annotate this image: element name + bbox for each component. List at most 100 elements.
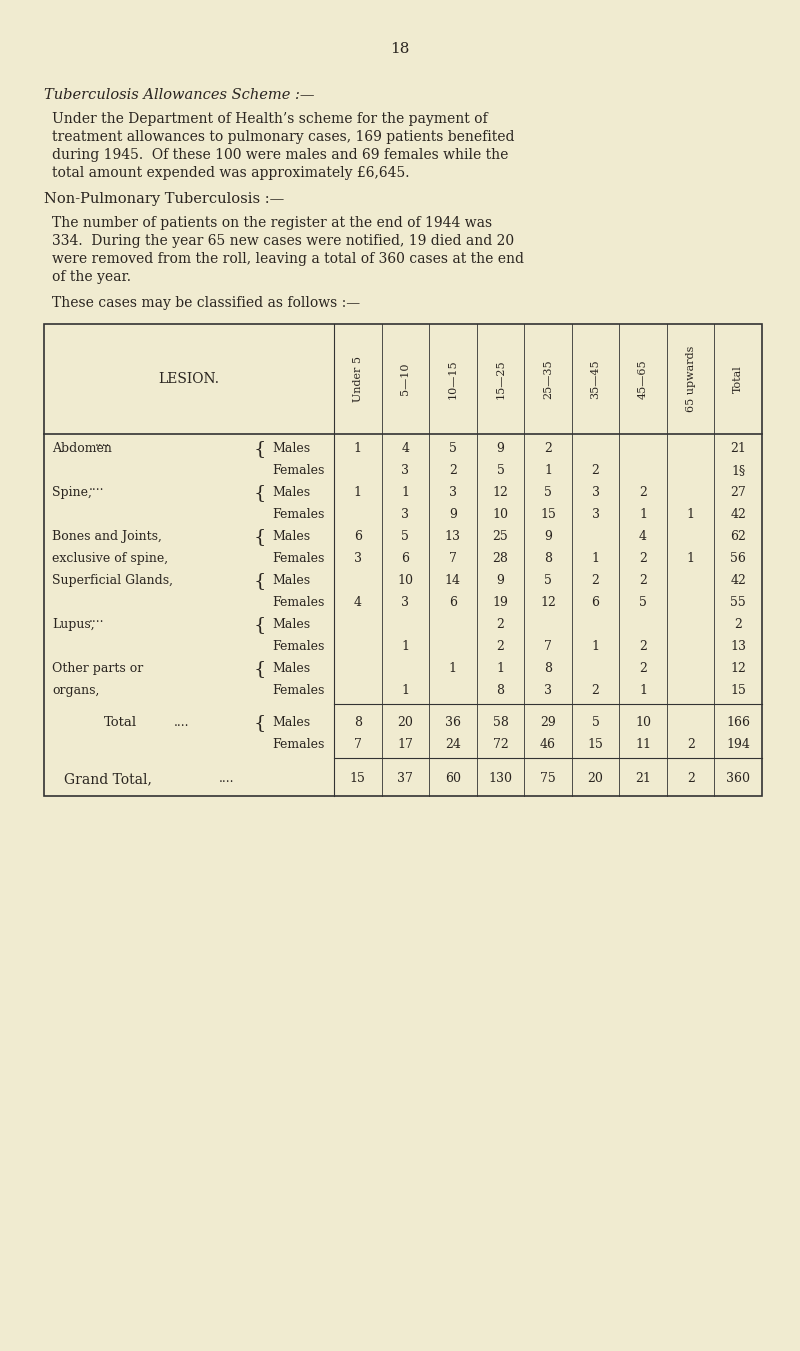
- Text: 25—35: 25—35: [543, 359, 553, 399]
- Text: 60: 60: [445, 773, 461, 785]
- Text: 1§: 1§: [731, 465, 746, 477]
- Text: 5: 5: [639, 597, 647, 609]
- Text: 3: 3: [354, 553, 362, 566]
- Text: 36: 36: [445, 716, 461, 730]
- Text: 37: 37: [398, 773, 414, 785]
- Text: LESION.: LESION.: [158, 372, 219, 386]
- Text: 29: 29: [540, 716, 556, 730]
- Text: 45—65: 45—65: [638, 359, 648, 399]
- Text: 334.  During the year 65 new cases were notified, 19 died and 20: 334. During the year 65 new cases were n…: [52, 234, 514, 249]
- Text: Males: Males: [272, 486, 310, 500]
- Text: 1: 1: [639, 508, 647, 521]
- Text: 55: 55: [730, 597, 746, 609]
- Text: 65 upwards: 65 upwards: [686, 346, 696, 412]
- Text: 14: 14: [445, 574, 461, 588]
- Text: 1: 1: [686, 553, 694, 566]
- Text: organs,: organs,: [52, 684, 99, 697]
- Text: 1: 1: [591, 553, 599, 566]
- Text: 9: 9: [497, 574, 504, 588]
- Text: 35—45: 35—45: [590, 359, 601, 399]
- Text: 5: 5: [544, 486, 552, 500]
- Text: Total: Total: [104, 716, 137, 730]
- Text: Spine,: Spine,: [52, 486, 92, 499]
- Text: 10—15: 10—15: [448, 359, 458, 399]
- Text: 2: 2: [592, 465, 599, 477]
- Text: Males: Males: [272, 716, 310, 730]
- Text: 3: 3: [591, 508, 599, 521]
- Text: {: {: [254, 571, 266, 590]
- Text: 1: 1: [686, 508, 694, 521]
- Text: 5: 5: [592, 716, 599, 730]
- Text: 15: 15: [350, 773, 366, 785]
- Text: 7: 7: [449, 553, 457, 566]
- Text: 11: 11: [635, 739, 651, 751]
- Text: ....: ....: [94, 435, 110, 449]
- Text: Tuberculosis Allowances Scheme :—: Tuberculosis Allowances Scheme :—: [44, 88, 314, 101]
- Text: 1: 1: [497, 662, 505, 676]
- Text: Under 5: Under 5: [353, 357, 362, 403]
- Text: ....: ....: [89, 480, 105, 493]
- Text: 1: 1: [449, 662, 457, 676]
- Text: 75: 75: [540, 773, 556, 785]
- Text: 2: 2: [497, 619, 504, 631]
- Text: Superficial Glands,: Superficial Glands,: [52, 574, 173, 586]
- Text: 24: 24: [445, 739, 461, 751]
- Text: 1: 1: [639, 685, 647, 697]
- Text: 21: 21: [635, 773, 651, 785]
- Text: 2: 2: [497, 640, 504, 654]
- Text: during 1945.  Of these 100 were males and 69 females while the: during 1945. Of these 100 were males and…: [52, 149, 508, 162]
- Text: total amount expended was approximately £6,645.: total amount expended was approximately …: [52, 166, 410, 180]
- Text: 194: 194: [726, 739, 750, 751]
- Text: Males: Males: [272, 531, 310, 543]
- Text: 18: 18: [390, 42, 410, 55]
- Text: 62: 62: [730, 531, 746, 543]
- Text: ....: ....: [219, 773, 234, 785]
- Text: Females: Females: [272, 553, 324, 566]
- Text: 2: 2: [592, 574, 599, 588]
- Text: {: {: [254, 661, 266, 678]
- Text: 3: 3: [449, 486, 457, 500]
- Text: {: {: [254, 616, 266, 634]
- Text: 1: 1: [402, 486, 410, 500]
- Text: 8: 8: [544, 662, 552, 676]
- Text: 5: 5: [544, 574, 552, 588]
- Text: exclusive of spine,: exclusive of spine,: [52, 553, 168, 565]
- Text: 3: 3: [544, 685, 552, 697]
- Text: 6: 6: [591, 597, 599, 609]
- Text: 9: 9: [449, 508, 457, 521]
- Text: 20: 20: [398, 716, 414, 730]
- Text: 1: 1: [354, 443, 362, 455]
- Text: 15: 15: [588, 739, 603, 751]
- Text: 5: 5: [497, 465, 504, 477]
- Text: 6: 6: [402, 553, 410, 566]
- Text: 13: 13: [730, 640, 746, 654]
- Text: 2: 2: [592, 685, 599, 697]
- Text: 17: 17: [398, 739, 414, 751]
- Text: 2: 2: [639, 640, 647, 654]
- Text: 58: 58: [493, 716, 508, 730]
- Text: Abdomen: Abdomen: [52, 442, 112, 455]
- Text: Other parts or: Other parts or: [52, 662, 143, 676]
- Text: 42: 42: [730, 574, 746, 588]
- Text: 15: 15: [730, 685, 746, 697]
- Text: 46: 46: [540, 739, 556, 751]
- Text: 15—25: 15—25: [495, 359, 506, 399]
- Text: 360: 360: [726, 773, 750, 785]
- Text: Males: Males: [272, 662, 310, 676]
- Text: Males: Males: [272, 619, 310, 631]
- Text: treatment allowances to pulmonary cases, 169 patients benefited: treatment allowances to pulmonary cases,…: [52, 130, 514, 145]
- Text: 6: 6: [354, 531, 362, 543]
- Text: 9: 9: [497, 443, 504, 455]
- Text: ....: ....: [174, 716, 190, 730]
- Text: 21: 21: [730, 443, 746, 455]
- Text: 8: 8: [354, 716, 362, 730]
- Text: Females: Females: [272, 508, 324, 521]
- Text: 2: 2: [734, 619, 742, 631]
- Text: 5: 5: [402, 531, 410, 543]
- Text: 4: 4: [402, 443, 410, 455]
- Text: {: {: [254, 528, 266, 546]
- Text: 15: 15: [540, 508, 556, 521]
- Text: Females: Females: [272, 739, 324, 751]
- Text: Under the Department of Health’s scheme for the payment of: Under the Department of Health’s scheme …: [52, 112, 488, 126]
- Text: Bones and Joints,: Bones and Joints,: [52, 530, 162, 543]
